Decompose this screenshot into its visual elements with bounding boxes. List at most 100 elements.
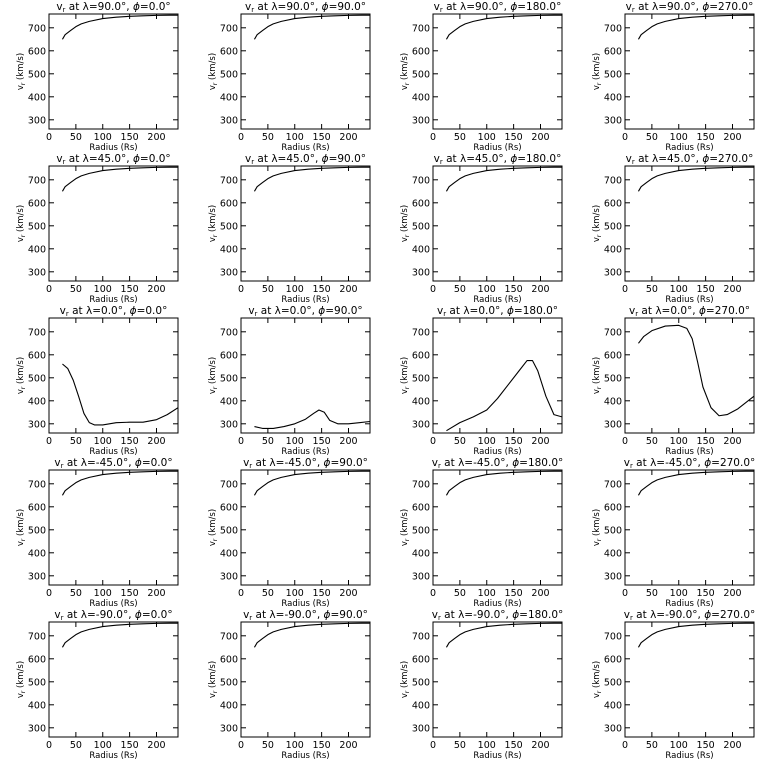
title-prefix: v [624,457,630,469]
x-tick-label: 150 [505,132,523,143]
plot-frame [48,621,179,738]
phi-value: =270.0° [709,153,753,165]
x-axis-label: Radius (Rs) [281,751,329,761]
x-axis-label: Radius (Rs) [665,751,713,761]
ylabel-v: v [208,389,218,394]
title-prefix: v [626,1,632,13]
x-tick-label: 200 [147,132,165,143]
y-tick-label: 500 [604,69,622,80]
plot-frame [240,469,371,586]
y-tick-label: 400 [28,244,46,255]
y-axis-label: vr (km/s) [400,509,411,546]
plot-frame [48,165,179,282]
phi-value: =90.0° [325,305,362,317]
title-prefix: v [56,1,62,13]
x-tick-label: 0 [430,132,436,143]
series-line [253,166,370,192]
x-tick-label: 50 [454,436,466,447]
phi-value: =0.0° [137,305,168,317]
title-at: at [443,153,460,165]
phi-symbol: ϕ [704,457,711,469]
lambda-symbol: λ [652,1,658,13]
title-at: at [64,609,81,621]
y-tick-label: 700 [604,23,622,34]
panel-title: vr at λ=-90.0°, ϕ=0.0° [54,609,172,622]
y-tick-label: 500 [28,525,46,536]
y-tick-label: 300 [28,723,46,734]
x-tick-label: 100 [478,132,496,143]
y-axis-label: vr (km/s) [208,661,219,698]
x-tick-label: 50 [646,436,658,447]
series-line [62,363,178,426]
panel-4-1: vr at λ=-90.0°, ϕ=90.0°0 50 100 150 20030040… [208,609,371,761]
panel-4-2: vr at λ=-90.0°, ϕ=180.0°0 50 100 150 2003004… [400,609,563,761]
x-tick-label: 150 [313,740,331,751]
plot-frame [240,621,371,738]
ylabel-v: v [592,389,602,394]
x-tick-label: 100 [286,132,304,143]
y-axis-label: vr (km/s) [592,357,603,394]
lambda-value: =90.0°, [89,1,133,13]
plot-frame [624,165,755,282]
ylabel-sub: r [212,690,219,693]
title-at: at [254,153,271,165]
y-axis-label: vr (km/s) [16,509,27,546]
x-tick-label: 100 [94,740,112,751]
y-tick-label: 700 [28,631,46,642]
x-tick-label: 100 [670,436,688,447]
lambda-value: =45.0°, [89,153,133,165]
title-sub: r [632,6,635,14]
y-tick-label: 600 [604,46,622,57]
title-sub: r [438,614,441,622]
panel-title: vr at λ=0.0°, ϕ=90.0° [248,305,362,318]
y-tick-label: 300 [220,419,238,430]
phi-value: =0.0° [140,1,171,13]
x-tick-label: 0 [622,284,628,295]
panel-title: vr at λ=-90.0°, ϕ=270.0° [624,609,756,622]
x-tick-label: 100 [670,284,688,295]
ylabel-sub: r [404,538,411,541]
x-tick-label: 0 [430,740,436,751]
ylabel-unit: (km/s) [592,53,602,83]
y-tick-label: 600 [220,350,238,361]
x-tick-label: 200 [147,284,165,295]
y-tick-label: 500 [604,221,622,232]
title-prefix: v [243,609,249,621]
lambda-symbol: λ [83,153,89,165]
y-tick-label: 600 [28,198,46,209]
title-at: at [635,153,652,165]
panel-3-1: vr at λ=-45.0°, ϕ=90.0°0 50 100 150 20030040… [208,457,371,609]
x-tick-label: 50 [262,436,274,447]
lambda-symbol: λ [458,457,464,469]
lambda-value: =45.0°, [466,153,510,165]
x-tick-label: 100 [94,284,112,295]
title-at: at [257,305,274,317]
panel-title: vr at λ=-45.0°, ϕ=0.0° [54,457,172,470]
y-tick-label: 600 [604,198,622,209]
ylabel-unit: (km/s) [208,205,218,235]
y-tick-label: 300 [220,571,238,582]
lambda-value: =-45.0°, [464,457,512,469]
phi-value: =180.0° [519,457,563,469]
y-tick-label: 500 [220,677,238,688]
ylabel-v: v [16,85,26,90]
panel-title: vr at λ=90.0°, ϕ=180.0° [434,1,562,14]
x-tick-label: 200 [339,588,357,599]
x-tick-label: 50 [70,132,82,143]
plot-frame [432,165,563,282]
y-tick-label: 500 [220,69,238,80]
x-tick-label: 50 [262,284,274,295]
title-at: at [65,1,82,13]
ylabel-v: v [400,85,410,90]
x-tick-label: 50 [454,740,466,751]
title-sub: r [440,6,443,14]
panel-4-3: vr at λ=-90.0°, ϕ=270.0°0 50 100 150 2003004… [592,609,755,761]
y-tick-label: 600 [412,502,430,513]
x-axis-label: Radius (Rs) [281,599,329,609]
y-tick-label: 400 [220,548,238,559]
ylabel-unit: (km/s) [400,509,410,539]
y-tick-label: 400 [604,92,622,103]
phi-symbol: ϕ [130,305,137,317]
phi-value: =0.0° [140,153,171,165]
y-tick-label: 400 [412,548,430,559]
